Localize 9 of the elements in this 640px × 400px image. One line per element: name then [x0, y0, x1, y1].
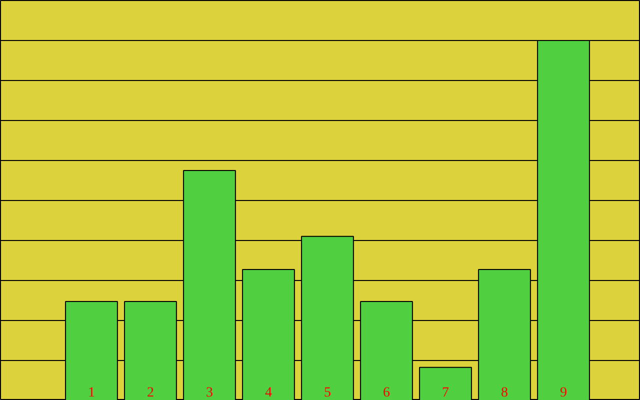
- x-tick-label: 8: [501, 386, 508, 400]
- x-tick-label: 3: [206, 386, 213, 400]
- x-tick-label: 6: [382, 386, 390, 400]
- x-tick-label: 9: [560, 386, 567, 400]
- x-tick-label: 4: [264, 386, 272, 400]
- x-tick-label: 1: [88, 386, 95, 400]
- x-tick-label: 5: [324, 386, 331, 400]
- x-tick-label: 2: [146, 386, 154, 400]
- x-tick-label: 7: [442, 386, 449, 400]
